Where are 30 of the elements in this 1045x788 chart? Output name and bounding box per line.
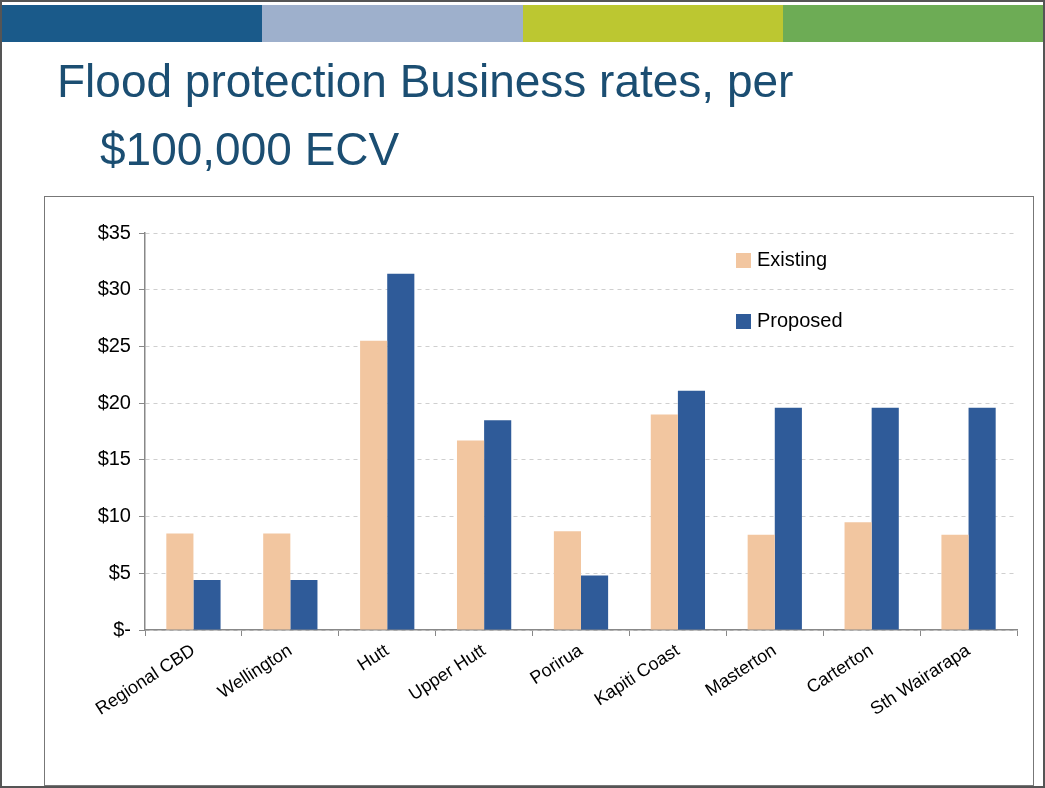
bar	[747, 534, 775, 630]
bar	[774, 407, 802, 630]
bar	[581, 575, 609, 630]
bar	[941, 534, 969, 630]
y-tick-label: $-	[113, 617, 131, 640]
bar	[456, 440, 485, 630]
bar	[193, 580, 221, 630]
chart-title: Flood protection Business rates, per $100,000 ECV	[57, 54, 795, 177]
bar	[484, 420, 512, 630]
y-tick-label: $20	[97, 390, 131, 413]
legend-label: Existing	[757, 248, 828, 271]
y-tick-label: $10	[97, 504, 131, 527]
bar	[387, 273, 415, 630]
bar	[650, 414, 678, 630]
y-tick-label: $30	[97, 277, 131, 300]
bar	[263, 533, 291, 630]
legend-label: Proposed	[757, 309, 843, 332]
y-tick-label: $35	[97, 220, 131, 243]
bar	[290, 580, 318, 630]
bar	[677, 390, 706, 630]
bar	[166, 533, 194, 630]
bar	[553, 531, 581, 630]
x-tick-label: Hutt	[353, 639, 393, 675]
bar	[968, 407, 996, 630]
y-tick-label: $25	[97, 333, 131, 356]
y-tick-label: $15	[97, 447, 131, 470]
bar	[360, 340, 388, 630]
y-tick-label: $5	[108, 560, 131, 583]
bar	[844, 522, 872, 630]
bar	[871, 407, 899, 630]
